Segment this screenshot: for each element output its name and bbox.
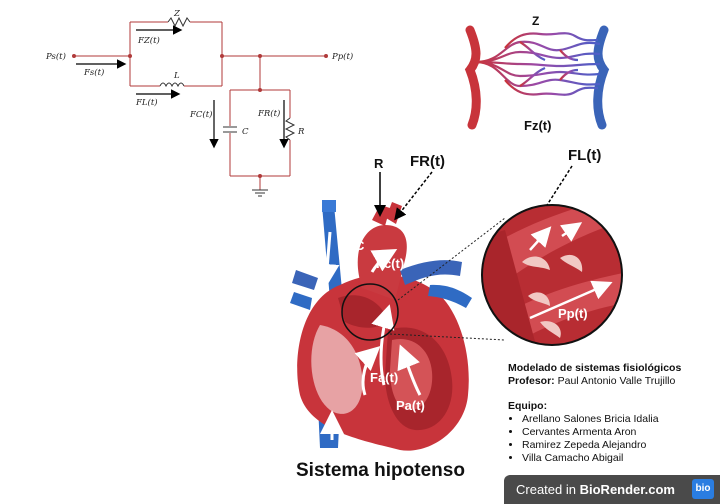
team-list: Arellano Salones Bricia Idalia Cervantes… — [508, 413, 713, 465]
heart-fc-label: Fc(t) — [376, 256, 404, 271]
badge-created-in: Created in — [516, 482, 576, 497]
biorender-logo-icon: bio — [692, 479, 714, 499]
label-fc: FC(t) — [189, 109, 212, 120]
team-member: Cervantes Armenta Aron — [522, 426, 713, 439]
professor-name: Paul Antonio Valle Trujillo — [557, 375, 676, 387]
label-fz: FZ(t) — [137, 35, 160, 46]
heart-fl-label: FL(t) — [568, 147, 601, 164]
label-c: C — [242, 127, 249, 137]
circuit-diagram — [74, 16, 326, 197]
circuit-nodes — [72, 54, 328, 178]
capillary-z-label: Z — [532, 14, 539, 28]
heart-pa-label: Pa(t) — [396, 398, 425, 413]
capillary-bed-illustration: Z Fz(t) — [464, 14, 610, 133]
label-z: Z — [173, 9, 181, 19]
heart-fr-label: FR(t) — [410, 153, 445, 170]
label-fl: FL(t) — [135, 97, 158, 108]
label-ps: Ps(t) — [45, 51, 66, 62]
label-fr: FR(t) — [257, 108, 280, 119]
label-pp: Pp(t) — [331, 51, 353, 62]
project-info: Modelado de sistemas fisiológicos Profes… — [508, 362, 713, 465]
heart-c-label: C — [355, 238, 365, 253]
professor-label: Profesor: — [508, 375, 555, 387]
biorender-badge[interactable]: Created in BioRender.com bio — [504, 475, 720, 504]
heart-fa-label: Fa(t) — [370, 370, 398, 385]
team-member: Villa Camacho Abigail — [522, 452, 713, 465]
heart-illustration — [290, 165, 573, 451]
label-r: R — [297, 127, 305, 137]
team-member: Ramirez Zepeda Alejandro — [522, 439, 713, 452]
label-l: L — [173, 71, 180, 81]
heart-pp-label: Pp(t) — [558, 306, 588, 321]
valve-zoom-view — [481, 204, 623, 346]
capillary-flow-label: Fz(t) — [524, 118, 551, 133]
label-fs: Fs(t) — [83, 67, 104, 78]
professor-line: Profesor: Paul Antonio Valle Trujillo — [508, 375, 713, 388]
circuit-arrows — [76, 25, 289, 149]
diagram-title: Sistema hipotenso — [296, 460, 465, 481]
badge-text: Created in BioRender.com — [516, 482, 675, 497]
team-member: Arellano Salones Bricia Idalia — [522, 413, 713, 426]
heart-l-label: L — [536, 231, 543, 245]
team-label: Equipo: — [508, 400, 548, 412]
course-name: Modelado de sistemas fisiológicos — [508, 362, 682, 374]
heart-r-label: R — [374, 156, 384, 171]
badge-brand: BioRender.com — [579, 482, 675, 497]
